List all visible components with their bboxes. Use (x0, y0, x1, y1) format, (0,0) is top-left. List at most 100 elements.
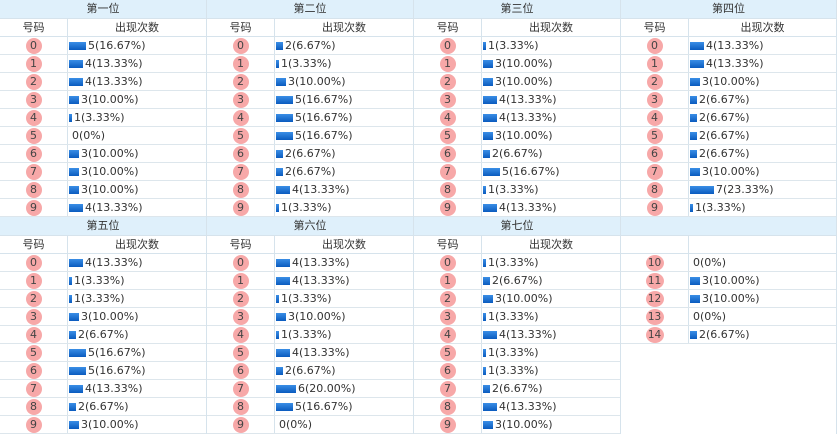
table-row: 7 4(13.33%) (0, 380, 206, 398)
rows: 0 2(6.67%) 1 1(3.33%) 2 3(10.00%) 3 5(16… (207, 37, 413, 217)
count-cell: 0(0%) (689, 254, 836, 271)
table-row: 3 1(3.33%) (414, 308, 620, 326)
count-cell: 3(10.00%) (482, 73, 620, 90)
number-ball: 6 (646, 145, 663, 162)
number-cell: 1 (0, 272, 68, 289)
count-text: 4(13.33%) (85, 201, 143, 214)
number-cell: 2 (621, 73, 689, 90)
count-text: 4(13.33%) (706, 57, 764, 70)
count-cell: 0(0%) (689, 308, 836, 325)
count-cell: 4(13.33%) (482, 398, 620, 415)
number-cell: 4 (621, 109, 689, 126)
frequency-bar (690, 77, 700, 86)
table-row: 0 4(13.33%) (621, 37, 836, 55)
count-cell: 1(3.33%) (68, 272, 206, 289)
number-ball: 3 (25, 308, 42, 325)
number-ball: 1 (439, 55, 456, 72)
count-cell: 2(6.67%) (275, 145, 413, 162)
frequency-bar (69, 203, 83, 212)
number-ball: 7 (25, 380, 42, 397)
table-row: 2 1(3.33%) (207, 290, 413, 308)
number-cell: 9 (414, 199, 482, 216)
number-cell: 4 (414, 326, 482, 343)
number-ball: 5 (232, 344, 249, 361)
count-cell: 4(13.33%) (482, 91, 620, 108)
table-row: 12 3(10.00%) (621, 290, 836, 308)
count-text: 1(3.33%) (281, 292, 332, 305)
number-cell: 5 (207, 344, 275, 361)
count-text: 1(3.33%) (695, 201, 746, 214)
count-cell: 1(3.33%) (275, 55, 413, 72)
table-row: 0 5(16.67%) (0, 37, 206, 55)
number-cell: 0 (414, 37, 482, 54)
frequency-bar (69, 258, 83, 267)
number-ball: 8 (439, 398, 456, 415)
count-text: 1(3.33%) (488, 256, 539, 269)
table-row: 6 2(6.67%) (621, 145, 836, 163)
number-ball: 3 (439, 91, 456, 108)
column-headers: 号码 出现次数 (621, 19, 836, 37)
frequency-bar (483, 384, 490, 393)
frequency-bar (690, 203, 693, 212)
frequency-bar (276, 41, 283, 50)
count-text: 6(20.00%) (298, 382, 356, 395)
number-header: 号码 (207, 19, 275, 36)
number-ball: 8 (232, 181, 249, 198)
frequency-bar (69, 113, 72, 122)
number-cell: 7 (207, 380, 275, 397)
frequency-bar (483, 276, 490, 285)
frequency-bar (690, 294, 700, 303)
table-row: 14 2(6.67%) (621, 326, 836, 344)
number-ball: 8 (25, 398, 42, 415)
number-cell: 7 (207, 163, 275, 180)
number-ball: 7 (439, 380, 456, 397)
count-cell: 3(10.00%) (275, 308, 413, 325)
table-row: 8 4(13.33%) (414, 398, 620, 416)
frequency-bar (276, 167, 283, 176)
count-cell: 1(3.33%) (275, 199, 413, 216)
count-cell: 2(6.67%) (689, 127, 836, 144)
count-cell: 3(10.00%) (275, 73, 413, 90)
band-top: 第一位 号码 出现次数 0 5(16.67%) 1 4(13.33%) 2 4(… (0, 0, 837, 217)
number-header: 号码 (0, 236, 68, 253)
number-cell: 5 (414, 344, 482, 361)
frequency-bar (276, 402, 293, 411)
column-headers: 号码 出现次数 (414, 19, 620, 37)
count-text: 3(10.00%) (81, 183, 139, 196)
number-ball: 9 (646, 199, 663, 216)
count-cell: 4(13.33%) (68, 73, 206, 90)
table-row: 4 1(3.33%) (0, 109, 206, 127)
number-cell: 8 (621, 181, 689, 198)
frequency-bar (483, 41, 486, 50)
number-ball: 2 (646, 73, 663, 90)
count-cell: 2(6.67%) (275, 362, 413, 379)
count-text: 3(10.00%) (81, 93, 139, 106)
table-row: 2 1(3.33%) (0, 290, 206, 308)
count-header: 出现次数 (529, 21, 573, 34)
count-text: 5(16.67%) (88, 364, 146, 377)
frequency-bar (276, 312, 286, 321)
count-cell: 4(13.33%) (275, 344, 413, 361)
count-cell: 1(3.33%) (275, 290, 413, 307)
number-ball: 5 (646, 127, 663, 144)
number-ball: 0 (439, 254, 456, 271)
table-row: 9 1(3.33%) (621, 199, 836, 217)
number-cell: 5 (0, 344, 68, 361)
count-cell: 5(16.67%) (275, 398, 413, 415)
number-ball: 0 (439, 37, 456, 54)
number-cell: 6 (207, 362, 275, 379)
position-title (621, 217, 836, 236)
table-row: 4 1(3.33%) (207, 326, 413, 344)
count-text: 4(13.33%) (85, 256, 143, 269)
rows: 0 4(13.33%) 1 4(13.33%) 2 1(3.33%) 3 3(1… (207, 254, 413, 434)
number-cell: 3 (621, 91, 689, 108)
count-text: 2(6.67%) (285, 364, 336, 377)
count-text: 0(0%) (72, 129, 106, 142)
number-cell: 12 (621, 290, 689, 307)
position-block-5: 第五位 号码 出现次数 0 4(13.33%) 1 1(3.33%) 2 1(3… (0, 217, 207, 434)
count-cell: 5(16.67%) (482, 163, 620, 180)
count-cell: 2(6.67%) (482, 272, 620, 289)
count-header: 出现次数 (740, 21, 785, 34)
number-cell: 5 (621, 127, 689, 144)
